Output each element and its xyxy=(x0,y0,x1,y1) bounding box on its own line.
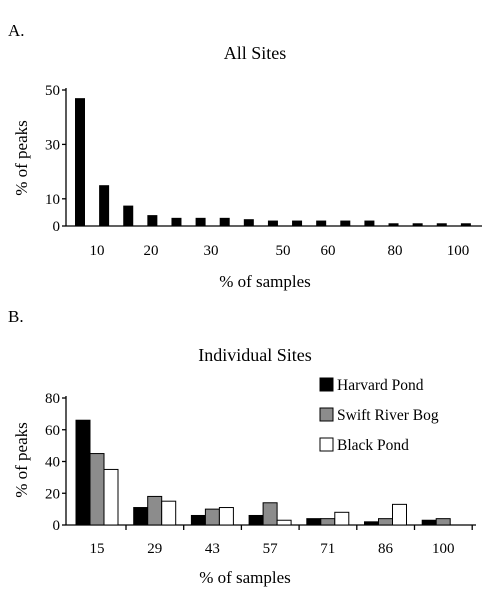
panel-a-x-tick-label: 20 xyxy=(144,243,159,259)
panel-a-y-tick-label: 50 xyxy=(45,83,60,99)
panel-a-bar xyxy=(267,220,278,226)
panel-a-bar xyxy=(292,220,303,226)
panel-b-x-tick-label: 43 xyxy=(205,541,220,557)
panel-b-y-tick-label: 0 xyxy=(53,518,61,534)
panel-b-x-tick-label: 86 xyxy=(378,541,394,557)
panel-b-y-tick-label: 20 xyxy=(45,486,60,502)
legend-swatch xyxy=(319,437,334,452)
panel-b-bar xyxy=(218,507,234,526)
panel-b-bar xyxy=(133,507,149,526)
panel-a-y-tick-label: 10 xyxy=(45,192,60,208)
panel-b-bar xyxy=(276,519,292,526)
legend: Harvard Pond Swift River Bog Black Pond xyxy=(319,377,439,454)
panel-b-bar xyxy=(190,514,206,526)
panel-a-bar xyxy=(147,215,158,226)
panel-b-bar xyxy=(204,508,220,526)
panel-b-x-tick-label: 71 xyxy=(320,541,335,557)
panel-b-bar xyxy=(89,453,105,526)
legend-label: Harvard Pond xyxy=(337,377,424,394)
panel-a-bar xyxy=(219,217,230,226)
panel-b-bar xyxy=(75,419,91,526)
panel-a-letter: A. xyxy=(8,21,25,40)
panel-b-bar xyxy=(435,518,451,526)
panel-a-title: All Sites xyxy=(224,43,287,63)
panel-a-y-axis-label: % of peaks xyxy=(12,120,31,196)
panel-b-bar xyxy=(320,518,336,526)
panel-a-x-tick-label: 60 xyxy=(321,243,336,259)
panel-a-x-tick-label: 80 xyxy=(388,243,403,259)
panel-a-bar xyxy=(412,223,423,226)
panel-b-bar xyxy=(364,521,379,526)
panel-b-bar xyxy=(378,518,393,526)
legend-swatch xyxy=(319,377,334,392)
panel-b-bar xyxy=(161,500,177,526)
panel-b-letter: B. xyxy=(8,307,24,326)
panel-a-bar xyxy=(340,220,351,226)
panel-a-plot: 0 10 30 50 10 20 30 50 60 80 100 xyxy=(45,83,482,259)
panel-a-x-tick-label: 30 xyxy=(204,243,219,259)
panel-b-y-tick-label: 80 xyxy=(45,391,60,407)
panel-a-bar xyxy=(195,217,206,226)
panel-b-bar xyxy=(262,502,278,526)
panel-a-bar xyxy=(364,220,375,226)
panel-a-bar xyxy=(436,223,447,226)
panel-a-bar xyxy=(388,223,399,226)
panel-a-bar xyxy=(316,220,327,226)
panel-b-y-tick-label: 60 xyxy=(45,423,60,439)
panel-a-y-tick-label: 0 xyxy=(53,219,61,235)
legend-label: Swift River Bog xyxy=(337,407,439,424)
panel-b-y-tick-label: 40 xyxy=(45,455,60,471)
panel-b-title: Individual Sites xyxy=(198,345,312,365)
panel-a-x-tick-label: 10 xyxy=(90,243,105,259)
legend-label: Black Pond xyxy=(337,437,409,454)
panel-a-bar xyxy=(123,205,134,226)
panel-a-bar xyxy=(75,98,85,226)
panel-b-bar xyxy=(147,495,163,526)
panel-b-bar xyxy=(103,468,119,526)
panel-a-x-axis-label: % of samples xyxy=(219,272,311,291)
panel-a-y-tick-label: 30 xyxy=(45,137,60,153)
panel-b-bar xyxy=(421,519,437,526)
panel-a-x-tick-label: 50 xyxy=(276,243,291,259)
legend-swatch xyxy=(319,407,334,422)
panel-b-x-tick-label: 57 xyxy=(263,541,279,557)
panel-b-x-tick-label: 29 xyxy=(147,541,162,557)
panel-a-bar xyxy=(460,223,471,226)
panel-a-bar xyxy=(99,185,110,226)
panel-a-x-tick-label: 100 xyxy=(447,243,470,259)
panel-b-x-tick-label: 15 xyxy=(90,541,105,557)
panel-b-plot: 0 20 40 60 80 15 29 43 57 71 86 100 xyxy=(45,391,476,557)
panel-a-bar xyxy=(171,217,182,226)
panel-b-bar xyxy=(392,503,407,526)
panel-b-bar xyxy=(306,518,322,526)
panel-a-bar xyxy=(243,219,254,226)
panel-b-y-axis-label: % of peaks xyxy=(12,422,31,498)
panel-b-x-tick-label: 100 xyxy=(432,541,455,557)
panel-b-x-axis-label: % of samples xyxy=(199,568,291,587)
panel-b-bar xyxy=(248,514,264,526)
panel-b-bar xyxy=(334,511,350,526)
